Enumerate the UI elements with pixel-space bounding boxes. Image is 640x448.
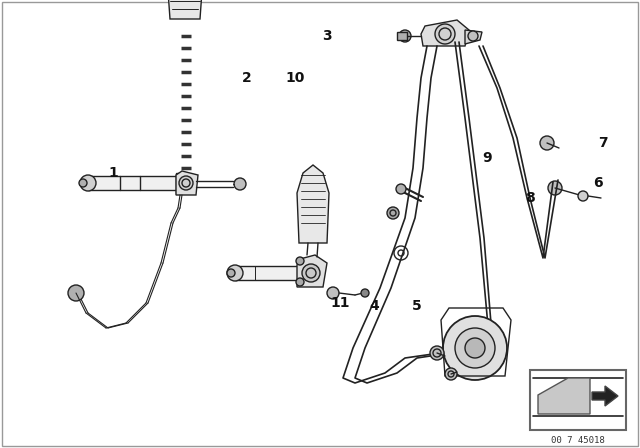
- Polygon shape: [538, 378, 590, 414]
- Circle shape: [455, 328, 495, 368]
- Text: 6: 6: [593, 176, 603, 190]
- Text: 00 7 45018: 00 7 45018: [551, 436, 605, 445]
- Polygon shape: [592, 386, 618, 406]
- Circle shape: [296, 257, 304, 265]
- Polygon shape: [421, 20, 469, 46]
- Circle shape: [79, 179, 87, 187]
- Text: 2: 2: [242, 71, 252, 85]
- Bar: [530, 370, 626, 430]
- Text: 9: 9: [482, 151, 492, 165]
- Circle shape: [80, 175, 96, 191]
- Polygon shape: [168, 0, 202, 19]
- Text: 1: 1: [108, 166, 118, 180]
- Text: 10: 10: [285, 71, 305, 85]
- Circle shape: [227, 269, 235, 277]
- Circle shape: [302, 264, 320, 282]
- Circle shape: [435, 24, 455, 44]
- Polygon shape: [465, 30, 482, 44]
- Polygon shape: [297, 255, 327, 287]
- Polygon shape: [88, 176, 178, 190]
- Circle shape: [468, 31, 478, 41]
- Circle shape: [396, 184, 406, 194]
- Polygon shape: [235, 266, 300, 280]
- Circle shape: [443, 316, 507, 380]
- Bar: [397, 32, 407, 40]
- Circle shape: [445, 368, 457, 380]
- Text: 3: 3: [322, 29, 332, 43]
- Circle shape: [399, 30, 411, 42]
- Circle shape: [548, 181, 562, 195]
- Circle shape: [296, 278, 304, 286]
- Text: 11: 11: [330, 296, 349, 310]
- Circle shape: [68, 285, 84, 301]
- Circle shape: [327, 287, 339, 299]
- Circle shape: [387, 207, 399, 219]
- Circle shape: [465, 338, 485, 358]
- Circle shape: [179, 176, 193, 190]
- Circle shape: [361, 289, 369, 297]
- Circle shape: [227, 265, 243, 281]
- Text: 4: 4: [369, 299, 379, 313]
- Circle shape: [540, 136, 554, 150]
- Text: 7: 7: [598, 136, 608, 150]
- Text: 8: 8: [525, 191, 535, 205]
- Text: 5: 5: [412, 299, 422, 313]
- Bar: [176, 173, 180, 193]
- Circle shape: [430, 346, 444, 360]
- Polygon shape: [176, 171, 198, 195]
- Circle shape: [234, 178, 246, 190]
- Polygon shape: [297, 165, 329, 243]
- Circle shape: [578, 191, 588, 201]
